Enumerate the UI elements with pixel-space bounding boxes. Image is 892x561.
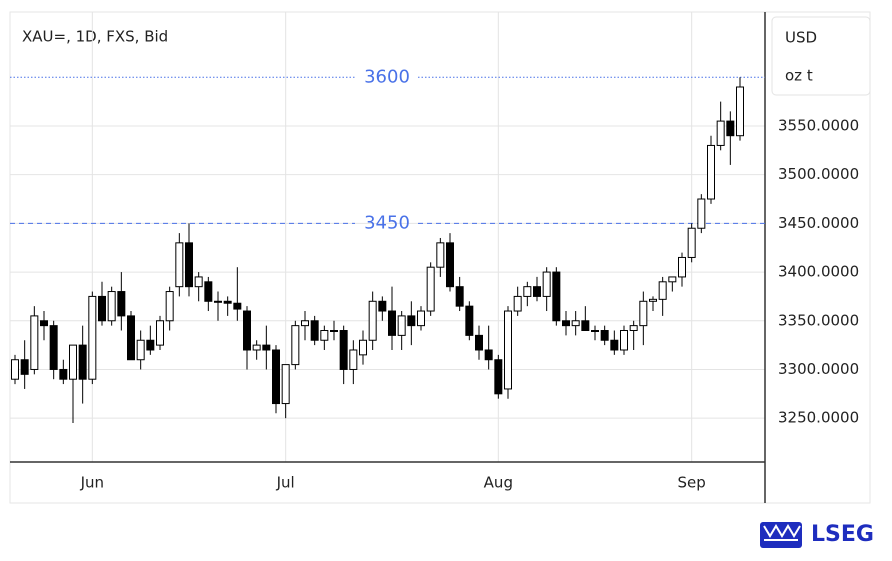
candle-body xyxy=(194,276,203,288)
candle-body xyxy=(523,286,532,297)
candle-body xyxy=(310,320,319,341)
candle-body xyxy=(59,368,68,380)
logo-icon xyxy=(760,522,802,548)
candle-body xyxy=(69,344,77,380)
candle-body xyxy=(581,320,590,332)
candle-body xyxy=(30,315,39,370)
candle-body xyxy=(707,144,715,200)
candle-body xyxy=(185,242,193,288)
candle-body xyxy=(88,295,97,380)
candle-body xyxy=(639,300,648,327)
candle-body xyxy=(542,271,551,297)
candle-body xyxy=(291,325,300,366)
candle-body xyxy=(678,256,686,278)
candle-body xyxy=(668,276,677,283)
candle-body xyxy=(571,320,580,327)
x-tick-label: Aug xyxy=(484,474,513,492)
candle-body xyxy=(243,310,251,351)
candle-body xyxy=(262,344,271,351)
candle-body xyxy=(697,198,706,229)
candle-body xyxy=(156,320,164,346)
candle-body xyxy=(11,359,19,380)
unit: oz t xyxy=(785,67,813,85)
candle-body xyxy=(504,310,512,390)
candle-body xyxy=(146,339,155,351)
candle-body xyxy=(175,242,184,288)
candle-body xyxy=(359,339,367,356)
candle-body xyxy=(455,286,464,307)
candle-body xyxy=(127,315,135,361)
candle-body xyxy=(117,291,126,317)
candle-body xyxy=(252,344,261,351)
candle-body xyxy=(388,310,396,336)
candle-body xyxy=(513,295,522,312)
unit-box xyxy=(771,16,871,96)
candle-body xyxy=(20,359,29,375)
y-tick-label: 3450.0000 xyxy=(778,214,859,232)
candle-body xyxy=(436,242,445,268)
candle-body xyxy=(49,325,58,370)
x-tick-label: Jul xyxy=(276,474,295,492)
candle-body xyxy=(378,300,387,312)
candle-body xyxy=(620,330,628,351)
x-tick-label: Sep xyxy=(678,474,706,492)
y-tick-label: 3550.0000 xyxy=(778,116,859,134)
candle-body xyxy=(330,330,338,333)
reference-label: 3600 xyxy=(364,66,410,87)
candle-body xyxy=(475,334,483,351)
y-tick-label: 3300.0000 xyxy=(778,360,859,378)
candle-body xyxy=(465,305,474,336)
plot-area: 3250.0000 3300.0000 3350.0000 3400.0000 3450… xyxy=(10,12,859,503)
candle-body xyxy=(78,344,87,380)
candle-body xyxy=(600,330,609,341)
candle-body xyxy=(98,295,106,322)
y-tick-label: 3250.0000 xyxy=(778,409,859,427)
candle-body xyxy=(687,227,696,258)
candle-body xyxy=(484,349,493,361)
candle-body xyxy=(552,271,561,322)
candle-body xyxy=(591,330,599,333)
y-tick-label: 3500.0000 xyxy=(778,165,859,183)
y-tick-label: 3350.0000 xyxy=(778,311,859,329)
candle-body xyxy=(716,120,725,146)
candle-body xyxy=(562,320,570,327)
chart-frame xyxy=(9,11,871,504)
candle-body xyxy=(136,339,145,361)
candle-body xyxy=(726,120,735,137)
candle-body xyxy=(214,300,222,303)
candle-body xyxy=(349,349,358,370)
candle-body xyxy=(233,302,242,310)
candle-body xyxy=(407,315,416,327)
reference-label: 3450 xyxy=(364,212,410,233)
candle-body xyxy=(533,286,541,297)
candle-body xyxy=(272,349,280,405)
candle-body xyxy=(204,281,213,302)
candle-body xyxy=(736,86,744,137)
candle-body xyxy=(368,300,377,341)
currency: USD xyxy=(785,29,817,47)
candle-body xyxy=(417,310,425,327)
candle-body xyxy=(494,359,503,395)
candle-body xyxy=(320,330,329,341)
candle-body xyxy=(629,325,638,332)
candle-body xyxy=(649,298,657,302)
candle-body xyxy=(397,315,406,336)
candle-body xyxy=(339,330,348,370)
candle-body xyxy=(610,339,619,351)
candle-body xyxy=(281,364,290,405)
candle-body xyxy=(223,300,232,304)
y-tick-label: 3400.0000 xyxy=(778,263,859,281)
candle-body xyxy=(658,281,667,300)
candle-body xyxy=(446,242,454,288)
brand: LSEG xyxy=(811,522,874,547)
candle-body xyxy=(301,320,309,327)
chart-title: XAU=, 1D, FXS, Bid xyxy=(22,28,168,46)
candle-body xyxy=(40,320,48,327)
candle-body xyxy=(426,266,435,312)
candle-body xyxy=(165,291,174,322)
x-tick-label: Jun xyxy=(80,474,104,492)
candle-body xyxy=(107,291,116,322)
